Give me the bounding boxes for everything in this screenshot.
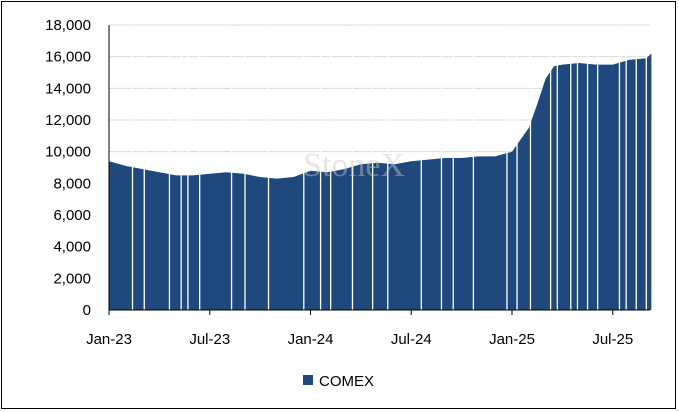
y-tick-labels: 0 2,000 4,000 6,000 8,000 10,000 12,000 14,000 1… [45, 17, 91, 319]
y-tick-label: 2,000 [53, 270, 91, 287]
y-tick-label: 4,000 [53, 239, 91, 256]
y-tick-label: 6,000 [53, 207, 91, 224]
legend-label-comex: COMEX [319, 373, 374, 390]
x-tick-label: Jan-23 [86, 331, 132, 348]
y-tick-label: 14,000 [45, 80, 91, 97]
y-tick-label: 8,000 [53, 175, 91, 192]
x-tick-label: Jul-24 [391, 331, 432, 348]
y-tick-label: 18,000 [45, 17, 91, 34]
watermark-logo: StoneX [303, 147, 405, 184]
y-tick-label: 10,000 [45, 144, 91, 161]
axes [108, 25, 650, 311]
x-tick-label: Jul-23 [189, 331, 230, 348]
x-tick-label: Jan-24 [288, 331, 334, 348]
x-tick-labels: Jan-23 Jul-23 Jan-24 Jul-24 Jan-25 Jul-25 [86, 310, 633, 348]
x-tick-label: Jan-25 [489, 331, 535, 348]
x-tick-label: Jul-25 [592, 331, 633, 348]
legend: COMEX [303, 373, 374, 390]
y-tick-label: 16,000 [45, 49, 91, 66]
data-gaps [131, 25, 647, 310]
y-tick-label: 0 [83, 302, 91, 319]
legend-swatch-comex [303, 375, 313, 385]
y-tick-label: 12,000 [45, 112, 91, 129]
